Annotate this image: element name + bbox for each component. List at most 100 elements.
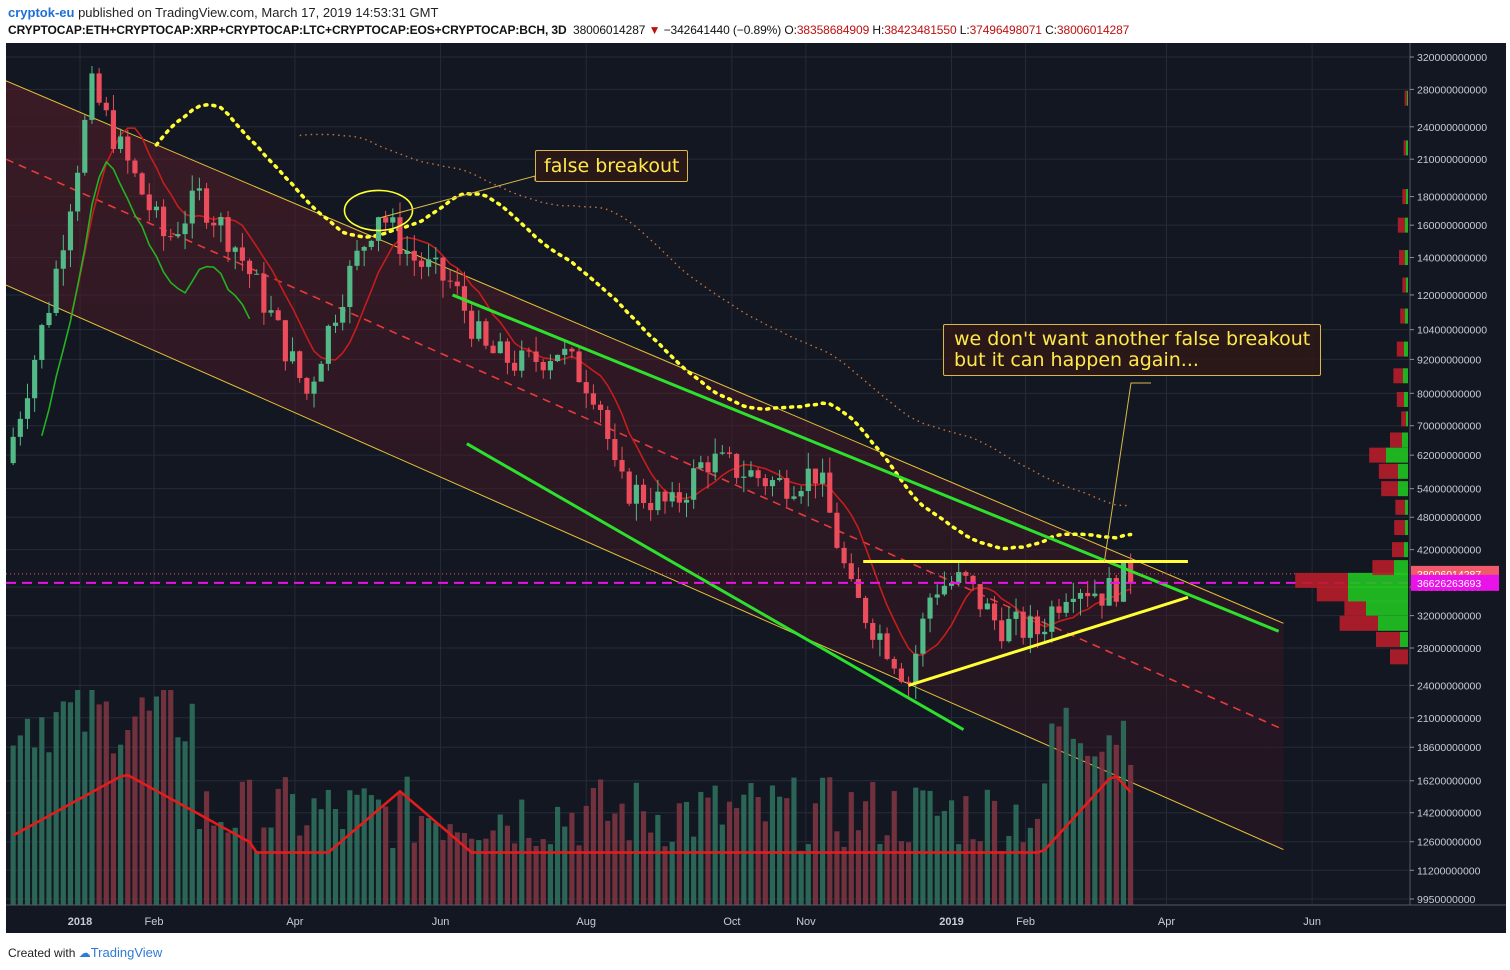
down-arrow-icon: ▼ [648, 23, 661, 37]
candle-body [476, 321, 482, 339]
volume-bar [963, 796, 969, 905]
candle-body [1120, 562, 1127, 602]
low-value: 37496498071 [969, 23, 1042, 37]
volume-profile-down [1390, 649, 1408, 665]
candle-body [977, 584, 983, 610]
volume-profile-down [1400, 308, 1405, 324]
volume-bar [554, 806, 561, 905]
candle-body [562, 348, 568, 355]
candle-body [798, 491, 804, 497]
channel-fill [6, 80, 1284, 850]
volume-profile-up [1400, 631, 1408, 647]
volume-bar [1085, 755, 1091, 905]
candle-body [905, 681, 912, 684]
volume-bar [75, 690, 81, 905]
candle-body [755, 470, 761, 479]
candle-body [146, 194, 152, 211]
false-breakout-circle [343, 189, 414, 232]
candle-body [698, 462, 704, 469]
volume-profile-up [1404, 341, 1408, 357]
tradingview-logo-icon[interactable]: ☁ [78, 946, 91, 960]
volume-bar [390, 848, 396, 905]
volume-bar [17, 735, 23, 905]
volume-bar [920, 790, 926, 905]
candle-body [318, 363, 324, 382]
volume-bar [103, 701, 109, 905]
volume-profile-down [1394, 520, 1405, 536]
candle-body [261, 273, 267, 313]
high-value: 38423481550 [884, 23, 957, 37]
candle-body [554, 354, 561, 362]
y-tick-label: 14200000000 [1417, 808, 1481, 820]
volume-bar [691, 836, 697, 905]
candle-body [375, 217, 382, 241]
candle-body [390, 217, 396, 223]
volume-profile-down [1402, 189, 1406, 205]
volume-bar [82, 731, 88, 905]
y-tick-label: 48000000000 [1417, 512, 1481, 524]
volume-profile-down [1372, 560, 1394, 576]
volume-bar [368, 795, 374, 905]
volume-bar [454, 832, 460, 905]
candle-body [24, 398, 31, 419]
channel-top-line [6, 80, 1284, 624]
volume-bar [870, 782, 876, 905]
candle-body [1056, 606, 1062, 613]
tradingview-brand[interactable]: TradingView [90, 945, 163, 960]
volume-bar [340, 829, 346, 905]
candle-body [118, 136, 124, 149]
volume-bar [196, 828, 202, 905]
callout2-connector [1103, 382, 1151, 562]
candle-body [483, 321, 489, 346]
volume-bar [375, 799, 382, 905]
candle-body [232, 247, 238, 252]
price-chart[interactable]: 320000000000 280000000000 240000000000 2100… [6, 43, 1506, 933]
y-tick-label: 16200000000 [1417, 776, 1481, 788]
volume-bar [755, 796, 761, 905]
volume-profile-up [1404, 391, 1408, 407]
volume-bar [619, 803, 625, 905]
candle-body [361, 246, 367, 251]
volume-bar [798, 850, 804, 905]
volume-bar [332, 809, 339, 905]
volume-bar [898, 841, 904, 905]
author-link[interactable]: cryptok-eu [8, 5, 75, 20]
volume-bar [383, 806, 389, 905]
candle-body [60, 250, 66, 269]
candle-body [53, 268, 59, 313]
volume-bar [153, 696, 160, 905]
volume-bar [626, 840, 632, 905]
volume-bar [189, 703, 195, 905]
callout-line-1: we don't want another false breakout [954, 328, 1311, 350]
volume-profile-up [1348, 572, 1408, 588]
candle-body [934, 594, 940, 598]
candle-body [941, 585, 947, 595]
candle-body [891, 658, 897, 669]
volume-profile-down [1344, 600, 1366, 616]
volume-bar [698, 791, 704, 905]
volume-bar [812, 803, 819, 905]
volume-bar [1034, 818, 1041, 905]
volume-bar [669, 841, 675, 905]
volume-bar [820, 777, 826, 905]
candle-body [913, 653, 919, 684]
volume-bar [232, 827, 238, 905]
volume-profile-down [1295, 572, 1348, 588]
candle-body [289, 351, 296, 362]
volume-bar [504, 825, 511, 905]
volume-bar [447, 824, 453, 905]
volume-bar [347, 790, 353, 905]
candle-body [734, 453, 740, 478]
volume-bar [1092, 756, 1098, 905]
volume-bar [741, 794, 747, 905]
candle-body [948, 583, 955, 586]
y-tick-label: 21000000000 [1417, 713, 1481, 725]
chart-area[interactable]: 320000000000 280000000000 240000000000 2100… [6, 43, 1506, 933]
volume-bar [203, 791, 210, 905]
candle-body [332, 322, 339, 326]
volume-bar [855, 830, 862, 905]
publish-info: cryptok-eu published on TradingView.com,… [8, 5, 438, 20]
y-tick-label: 120000000000 [1417, 290, 1487, 302]
candle-body [748, 470, 754, 477]
volume-bar [211, 825, 217, 905]
